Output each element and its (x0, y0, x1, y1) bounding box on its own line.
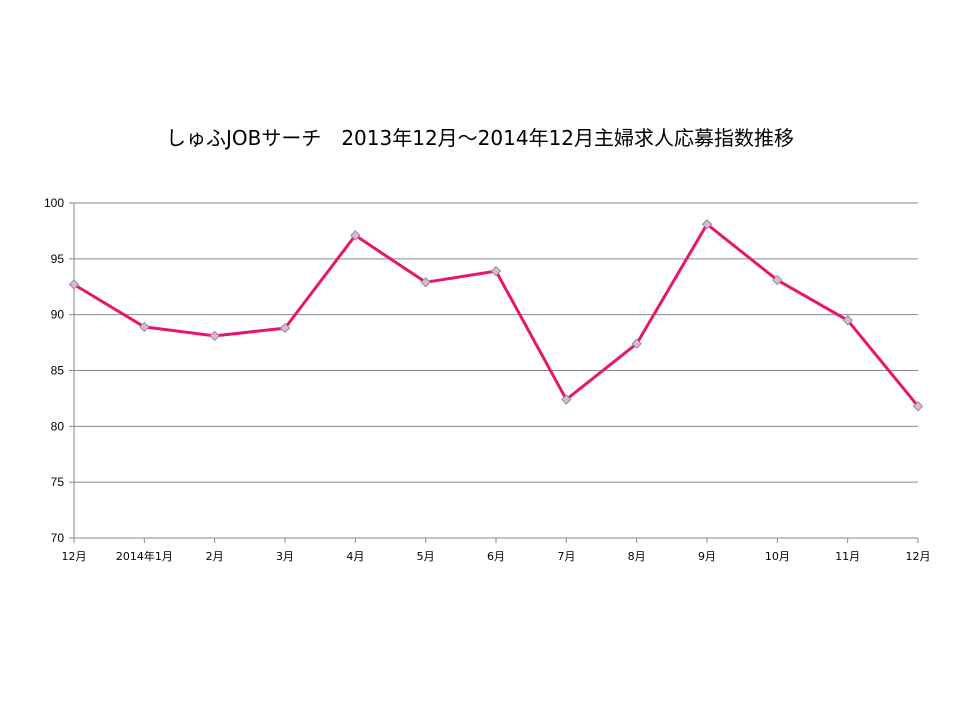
y-tick-label: 100 (44, 196, 64, 210)
x-tick-label: 9月 (698, 550, 716, 563)
data-point-marker (561, 394, 572, 405)
y-tick-label: 90 (51, 308, 65, 322)
y-tick-label: 70 (51, 531, 65, 545)
data-point-marker (772, 274, 783, 286)
x-tick-label: 8月 (628, 550, 646, 563)
x-tick-label: 3月 (276, 550, 294, 563)
data-markers (68, 219, 924, 412)
y-tick-label: 75 (51, 475, 65, 489)
x-tick-label: 10月 (765, 550, 790, 563)
x-tick-label: 7月 (557, 550, 575, 563)
data-point-marker (68, 279, 80, 290)
y-axis-ticks: 70 75 80 85 90 95 100 (44, 196, 74, 545)
x-tick-label: 2014年1月 (116, 549, 173, 563)
x-axis-ticks: 12月 2014年1月 2月 3月 4月 5月 6月 7月 8月 9月 10月 11月 12月 (62, 538, 931, 563)
data-point-marker (631, 338, 642, 349)
data-point-marker (842, 315, 853, 326)
y-tick-label: 95 (51, 252, 65, 266)
gridlines (74, 202, 918, 483)
x-tick-label: 4月 (346, 550, 364, 563)
x-tick-label: 6月 (487, 550, 505, 563)
x-tick-label: 12月 (62, 550, 87, 563)
chart-title: しゅふJOBサーチ 2013年12月～2014年12月主婦求人応募指数推移 (165, 126, 795, 150)
data-point-marker (420, 277, 431, 288)
y-tick-label: 80 (51, 419, 65, 433)
data-point-marker (209, 330, 220, 342)
data-point-marker (701, 219, 713, 230)
x-tick-label: 2月 (206, 550, 224, 563)
data-point-marker (912, 401, 924, 412)
y-tick-label: 85 (51, 364, 65, 378)
data-point-marker (279, 322, 291, 334)
series-line (73, 222, 920, 408)
data-point-marker (139, 321, 150, 333)
x-tick-label: 11月 (835, 550, 860, 563)
x-tick-label: 5月 (417, 550, 435, 563)
x-tick-label: 12月 (906, 550, 931, 563)
data-point-marker (350, 230, 361, 241)
data-point-marker (490, 265, 502, 277)
